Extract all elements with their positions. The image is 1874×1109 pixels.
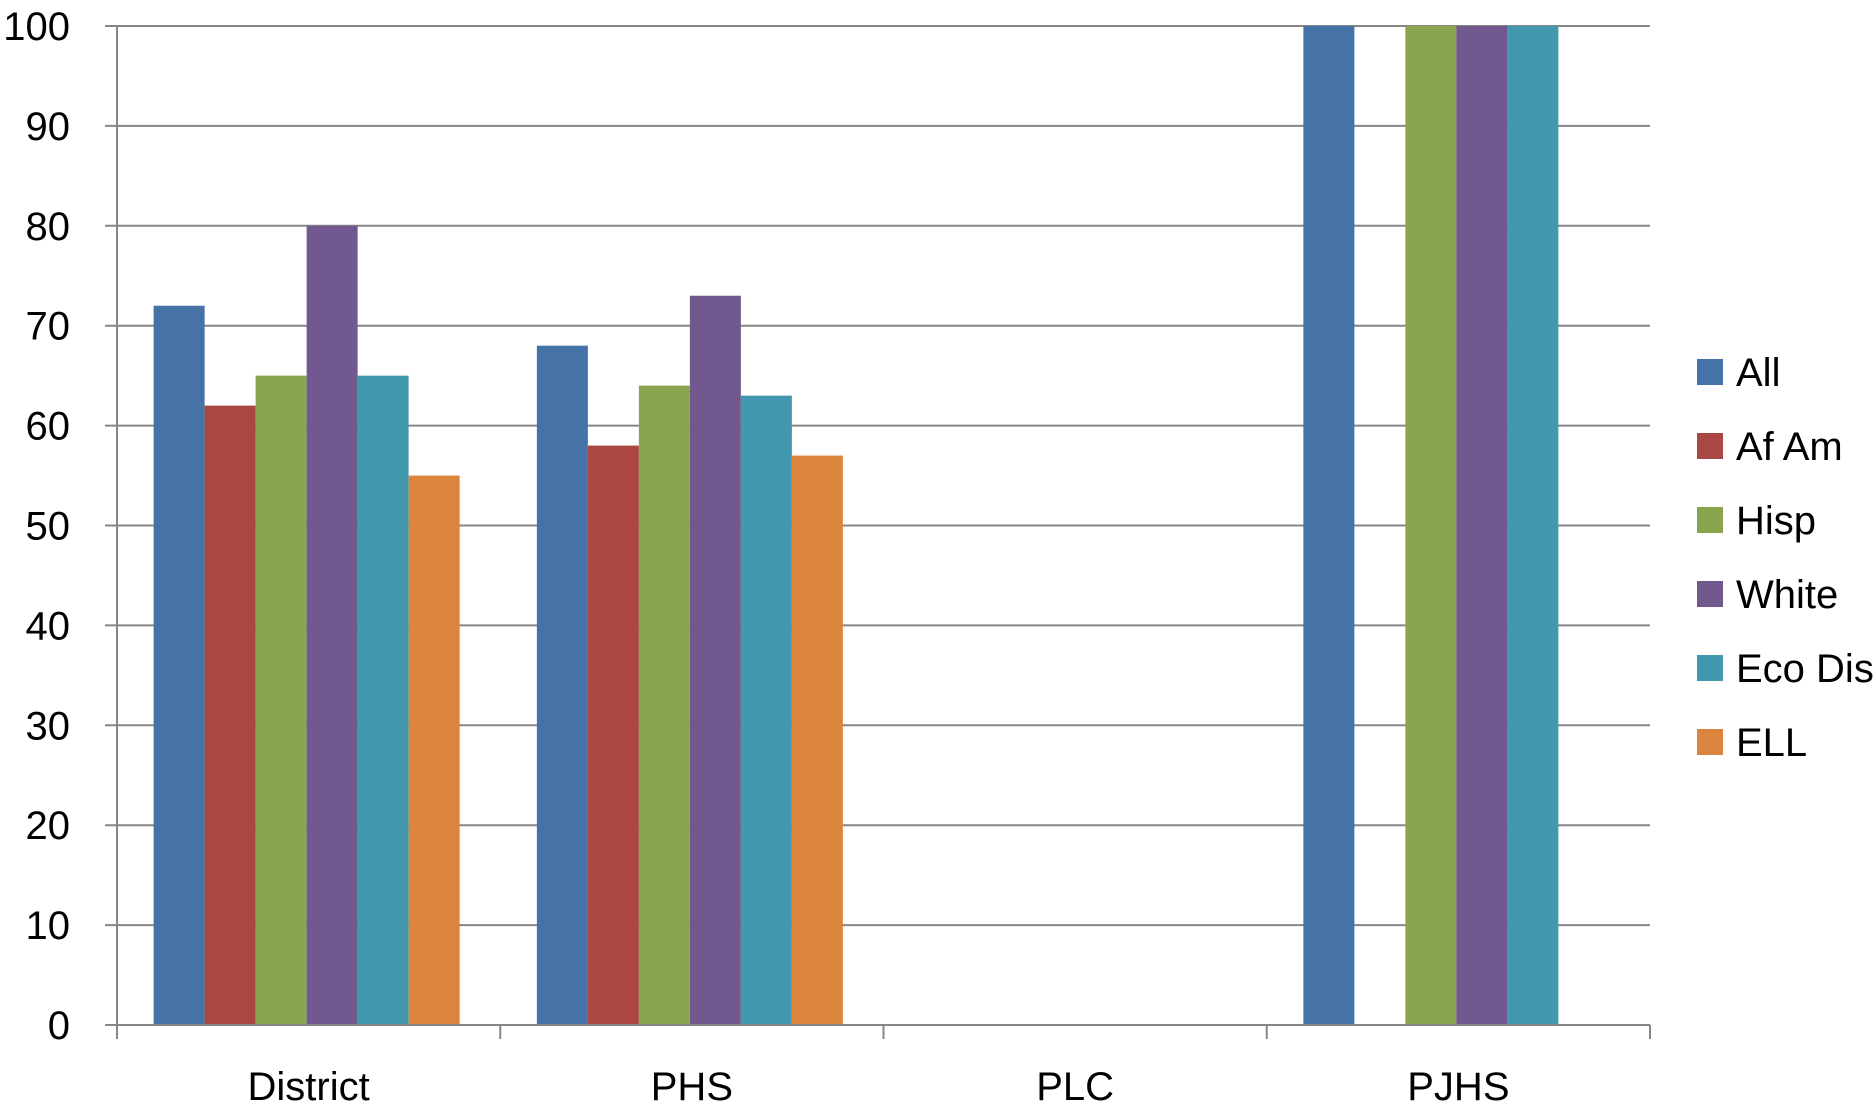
bar-eco-dis-pjhs xyxy=(1507,26,1559,1025)
legend-label: Eco Dis xyxy=(1736,647,1874,691)
bar-eco-dis-phs xyxy=(740,395,792,1025)
y-tick-label: 30 xyxy=(26,704,71,748)
y-tick-label: 40 xyxy=(26,604,71,648)
bar-hisp-district xyxy=(255,375,307,1025)
bar-white-phs xyxy=(689,295,741,1026)
legend-swatch xyxy=(1697,581,1723,607)
legend-swatch xyxy=(1697,359,1723,385)
legend-swatch xyxy=(1697,433,1723,459)
bar-white-district xyxy=(306,225,358,1026)
bar-all-pjhs xyxy=(1303,26,1355,1025)
y-tick-label: 50 xyxy=(26,505,71,549)
bars xyxy=(153,26,1559,1026)
y-tick-labels: 0 10 20 30 40 50 60 70 80 90 100 xyxy=(3,5,70,1048)
x-tick-label: PHS xyxy=(651,1065,733,1109)
y-tick-label: 60 xyxy=(26,405,71,449)
legend-label: Hisp xyxy=(1736,499,1816,543)
bar-white-pjhs xyxy=(1456,26,1508,1025)
legend-swatch xyxy=(1697,655,1723,681)
bar-eco-dis-district xyxy=(357,375,409,1025)
bar-ell-phs xyxy=(791,455,843,1025)
y-tick-label: 100 xyxy=(3,5,70,49)
legend-swatch xyxy=(1697,729,1723,755)
y-tick-label: 10 xyxy=(26,904,71,948)
x-tick-label: PLC xyxy=(1036,1065,1114,1109)
y-tick-label: 0 xyxy=(48,1004,70,1048)
legend-swatch xyxy=(1697,507,1723,533)
x-tick-label: PJHS xyxy=(1407,1065,1509,1109)
legend-label: White xyxy=(1736,573,1838,617)
legend-label: All xyxy=(1736,351,1780,395)
y-tick-label: 80 xyxy=(26,205,71,249)
x-tick-label: District xyxy=(248,1065,370,1109)
legend-label: Af Am xyxy=(1736,425,1843,469)
legend: All Af Am Hisp White Eco Dis ELL xyxy=(1697,351,1874,765)
y-tick-label: 70 xyxy=(26,305,71,349)
y-tick-label: 90 xyxy=(26,105,71,149)
bar-all-district xyxy=(153,305,205,1026)
bar-hisp-pjhs xyxy=(1405,26,1457,1025)
bar-af-am-phs xyxy=(587,445,639,1026)
bar-af-am-district xyxy=(204,405,256,1025)
bar-all-phs xyxy=(536,345,588,1025)
x-tick-labels: District PHS PLC PJHS xyxy=(248,1065,1510,1109)
legend-label: ELL xyxy=(1736,721,1807,765)
axes xyxy=(105,26,1651,1039)
y-tick-label: 20 xyxy=(26,804,71,848)
bar-hisp-phs xyxy=(638,385,690,1025)
bar-ell-district xyxy=(408,475,460,1025)
